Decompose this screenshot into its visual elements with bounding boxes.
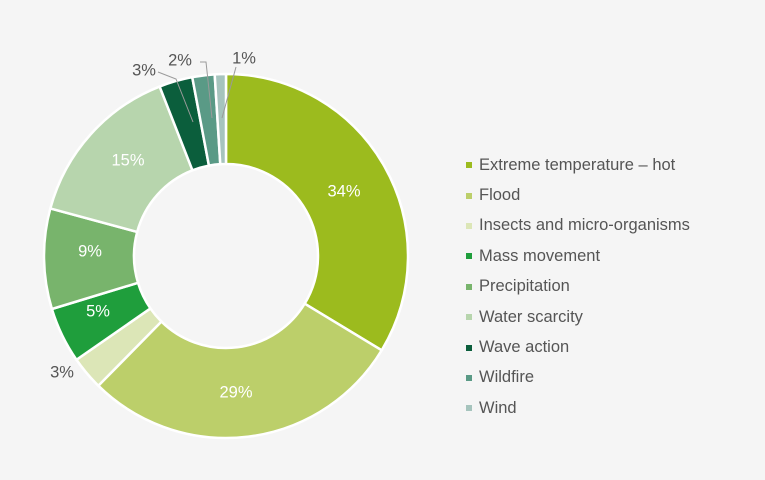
data-label-wind: 1% xyxy=(232,49,256,67)
slice-wind xyxy=(213,72,228,166)
legend-item-insects-and-micro-organisms: Insects and micro-organisms xyxy=(466,211,690,241)
legend-label: Flood xyxy=(479,186,521,205)
slice-extreme-temperature-hot xyxy=(224,72,410,352)
legend-swatch xyxy=(466,162,472,169)
legend-swatch xyxy=(466,374,472,381)
slice-water-scarcity xyxy=(49,85,194,234)
legend-swatch xyxy=(466,253,472,260)
legend-label: Wave action xyxy=(479,338,570,357)
legend-swatch xyxy=(466,314,472,321)
legend-item-extreme-temperature-hot: Extreme temperature – hot xyxy=(466,150,690,180)
data-label-precipitation: 9% xyxy=(78,242,102,260)
legend-label: Wildfire xyxy=(479,368,535,387)
data-label-flood: 29% xyxy=(219,383,252,401)
legend-swatch xyxy=(466,405,472,412)
data-label-wave-action: 3% xyxy=(132,61,156,79)
legend-swatch xyxy=(466,344,472,351)
legend-item-wildfire: Wildfire xyxy=(466,363,690,393)
data-label-extreme-temperature-hot: 34% xyxy=(327,182,360,200)
legend-label: Water scarcity xyxy=(479,307,583,326)
legend-label: Insects and micro-organisms xyxy=(479,216,690,235)
slice-flood xyxy=(97,302,383,440)
legend-label: Extreme temperature – hot xyxy=(479,155,676,174)
leader-line-wave-action xyxy=(157,71,194,123)
legend-swatch xyxy=(466,222,472,229)
data-label-mass-movement: 5% xyxy=(86,302,110,320)
data-label-water-scarcity: 15% xyxy=(111,151,144,169)
legend-item-flood: Flood xyxy=(466,180,690,210)
leader-line-wildfire xyxy=(200,61,213,119)
legend-item-wind: Wind xyxy=(466,393,690,423)
legend-item-water-scarcity: Water scarcity xyxy=(466,302,690,332)
legend-label: Mass movement xyxy=(479,246,601,265)
legend-label: Precipitation xyxy=(479,277,570,296)
data-label-wildfire: 2% xyxy=(168,51,192,69)
legend-item-mass-movement: Mass movement xyxy=(466,241,690,271)
data-label-insects-and-micro-organisms: 3% xyxy=(50,363,74,381)
legend-swatch xyxy=(466,283,472,290)
chart-legend: Extreme temperature – hot Flood Insects an… xyxy=(466,150,690,424)
legend-item-wave-action: Wave action xyxy=(466,332,690,362)
legend-swatch xyxy=(466,192,472,199)
leader-line-wind xyxy=(221,66,237,119)
legend-item-precipitation: Precipitation xyxy=(466,272,690,302)
legend-label: Wind xyxy=(479,398,517,417)
